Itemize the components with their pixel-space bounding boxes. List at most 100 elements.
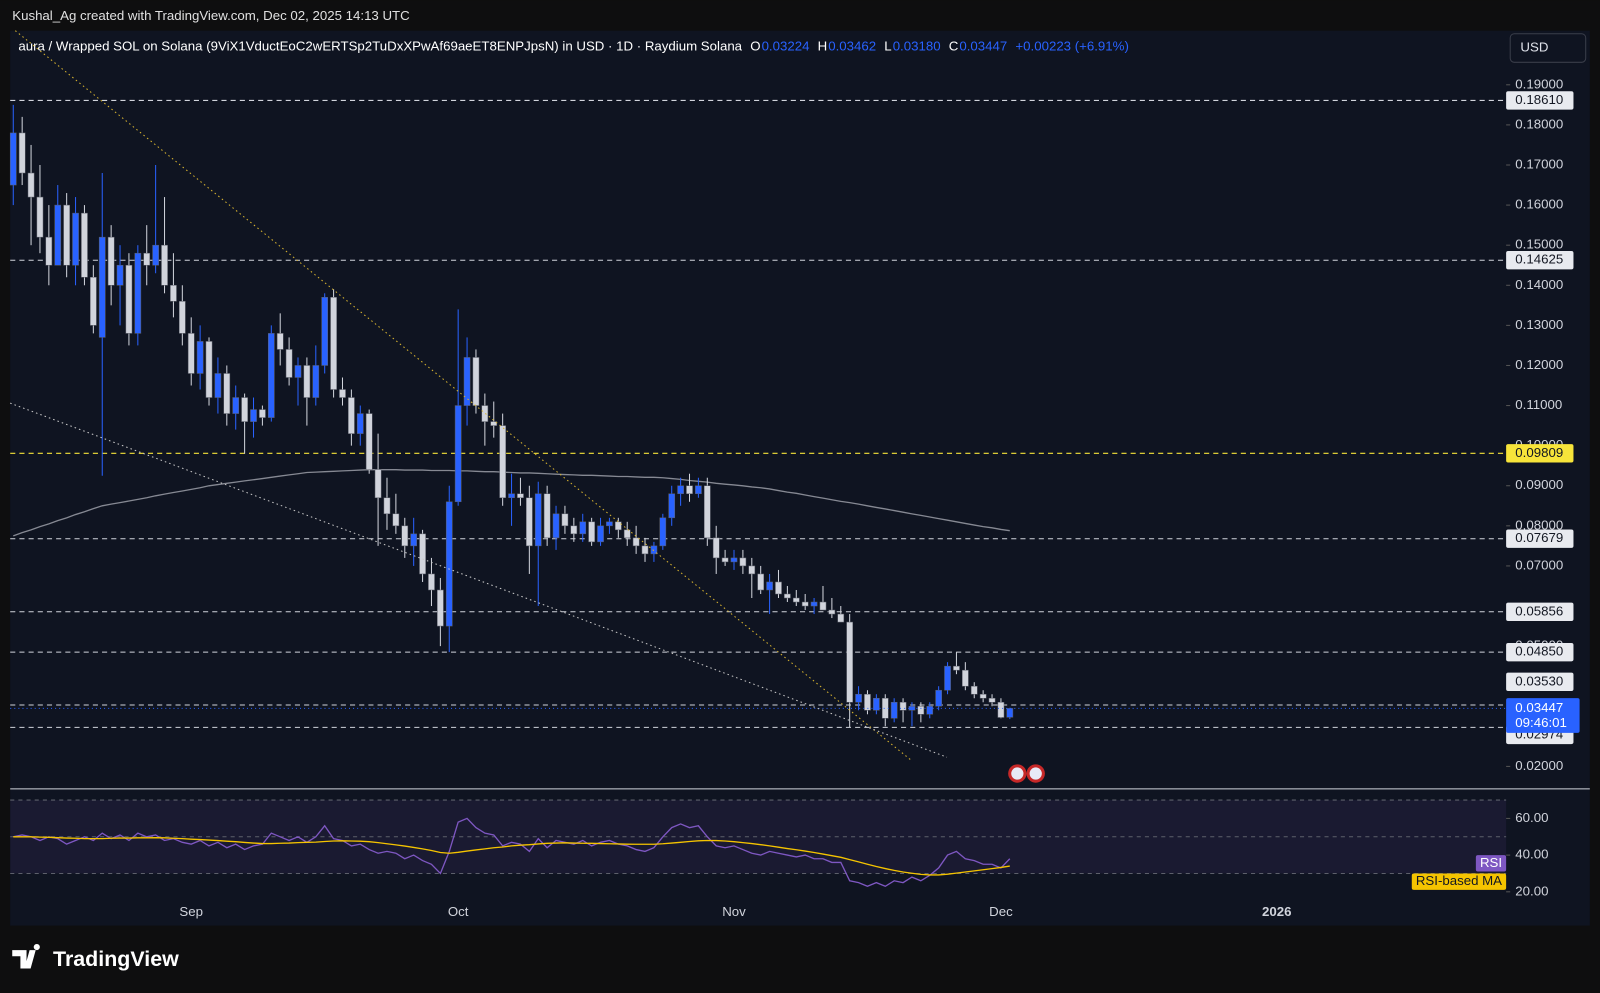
y-tick-label: 0.15000: [1515, 237, 1563, 252]
x-tick-label: Dec: [989, 904, 1013, 919]
candle-body: [330, 297, 337, 390]
ohlc-value: 0.03224: [762, 39, 810, 54]
candle-body: [428, 573, 435, 591]
candle-body: [641, 545, 649, 555]
candle-body: [445, 501, 453, 627]
candle-body: [267, 333, 275, 418]
ohlc-value: 0.03447: [959, 39, 1007, 54]
y-tick-label: 60.00: [1515, 810, 1548, 825]
legend-tag: [1411, 873, 1507, 890]
candle-body: [623, 529, 631, 539]
candle-body: [703, 485, 711, 539]
y-tick-label: 0.16000: [1515, 197, 1563, 212]
candle-body: [9, 132, 17, 186]
candle-body: [54, 204, 62, 266]
chart-area: [10, 30, 1590, 926]
candle-body: [534, 493, 542, 547]
candle-body: [757, 573, 765, 591]
candle-body: [116, 264, 124, 286]
candle-body: [597, 525, 604, 543]
rsi-band: [10, 800, 1507, 874]
trend-line: [10, 402, 948, 758]
x-tick-label: Sep: [179, 904, 203, 919]
level-label: 0.09809: [1515, 445, 1563, 460]
ohlc-key: H: [818, 39, 828, 54]
candle-body: [926, 705, 934, 715]
candle-body: [250, 409, 257, 422]
candle-body: [970, 685, 978, 695]
candle-body: [650, 545, 658, 555]
countdown: 09:46:01: [1515, 715, 1567, 730]
currency-label: USD: [1520, 40, 1548, 55]
event-flags: [1008, 764, 1045, 783]
candle-body: [499, 425, 506, 499]
level-label-box: [1506, 529, 1574, 548]
y-tick-label: 0.07000: [1515, 557, 1563, 572]
candle-body: [659, 517, 667, 547]
level-label-box: [1506, 602, 1574, 621]
y-tick-label: 0.11000: [1515, 397, 1562, 412]
candle-body: [677, 485, 684, 495]
candle-body: [890, 701, 898, 719]
candle-body: [276, 333, 284, 350]
candle-body: [196, 341, 204, 374]
candle-body: [526, 497, 533, 547]
candle-body: [962, 669, 969, 687]
level-label: 0.04850: [1515, 644, 1563, 659]
candle-body: [241, 397, 248, 422]
candle-body: [490, 421, 498, 426]
candle-body: [712, 537, 720, 559]
rsi-line: [13, 817, 1011, 888]
candle-body: [899, 701, 907, 711]
candle-body: [606, 521, 613, 527]
last-price-label: 0.03447: [1515, 700, 1563, 715]
logo: TradingView: [12, 943, 179, 971]
candle-body: [98, 236, 106, 338]
flag-icon-inner: [1011, 767, 1024, 780]
y-tick-label: 0.13000: [1515, 317, 1563, 332]
candle-body: [517, 493, 524, 499]
candle-body: [881, 697, 889, 719]
candle-body: [508, 493, 515, 499]
candle-body: [45, 236, 53, 266]
candle-body: [944, 665, 951, 691]
candle-body: [766, 581, 773, 591]
candle-body: [953, 665, 960, 671]
y-tick-label: 0.14000: [1515, 277, 1563, 292]
candle-body: [232, 397, 240, 414]
candle-body: [107, 236, 115, 286]
candle-body: [846, 621, 853, 703]
candle-body: [321, 297, 329, 366]
candle-body: [552, 513, 560, 539]
candle-body: [819, 601, 827, 611]
price-change: +0.00223 (+6.91%): [1015, 39, 1128, 54]
level-label: 0.18610: [1515, 92, 1563, 107]
candle-body: [410, 533, 417, 547]
y-tick-label: 0.09000: [1515, 477, 1563, 492]
candle-body: [463, 357, 471, 406]
attribution: Kushal_Ag created with TradingView.com, …: [12, 8, 410, 23]
y-tick-label: 40.00: [1515, 847, 1548, 862]
candle-body: [668, 493, 676, 519]
candle-body: [18, 132, 26, 174]
candle-body: [801, 601, 809, 607]
candle-body: [570, 525, 578, 535]
level-label: 0.07679: [1515, 530, 1563, 545]
candle-body: [143, 252, 151, 266]
candle-body: [855, 693, 862, 703]
candle-body: [81, 212, 88, 278]
candle-body: [437, 589, 444, 627]
candle-body: [935, 689, 942, 707]
candle-body: [908, 705, 916, 711]
candle-body: [348, 397, 355, 434]
currency-button[interactable]: [1509, 33, 1587, 63]
candle-body: [259, 409, 266, 418]
x-tick-label: 2026: [1262, 904, 1291, 919]
y-tick-label: 0.12000: [1515, 357, 1563, 372]
plot: 0.19000 0.18000 0.17000 0.16000 0.15000 0.140…: [9, 39, 1563, 919]
candle-body: [721, 557, 729, 563]
x-tick-label: Oct: [448, 904, 469, 919]
candle-body: [214, 373, 222, 398]
level-label-box: [1506, 444, 1574, 463]
